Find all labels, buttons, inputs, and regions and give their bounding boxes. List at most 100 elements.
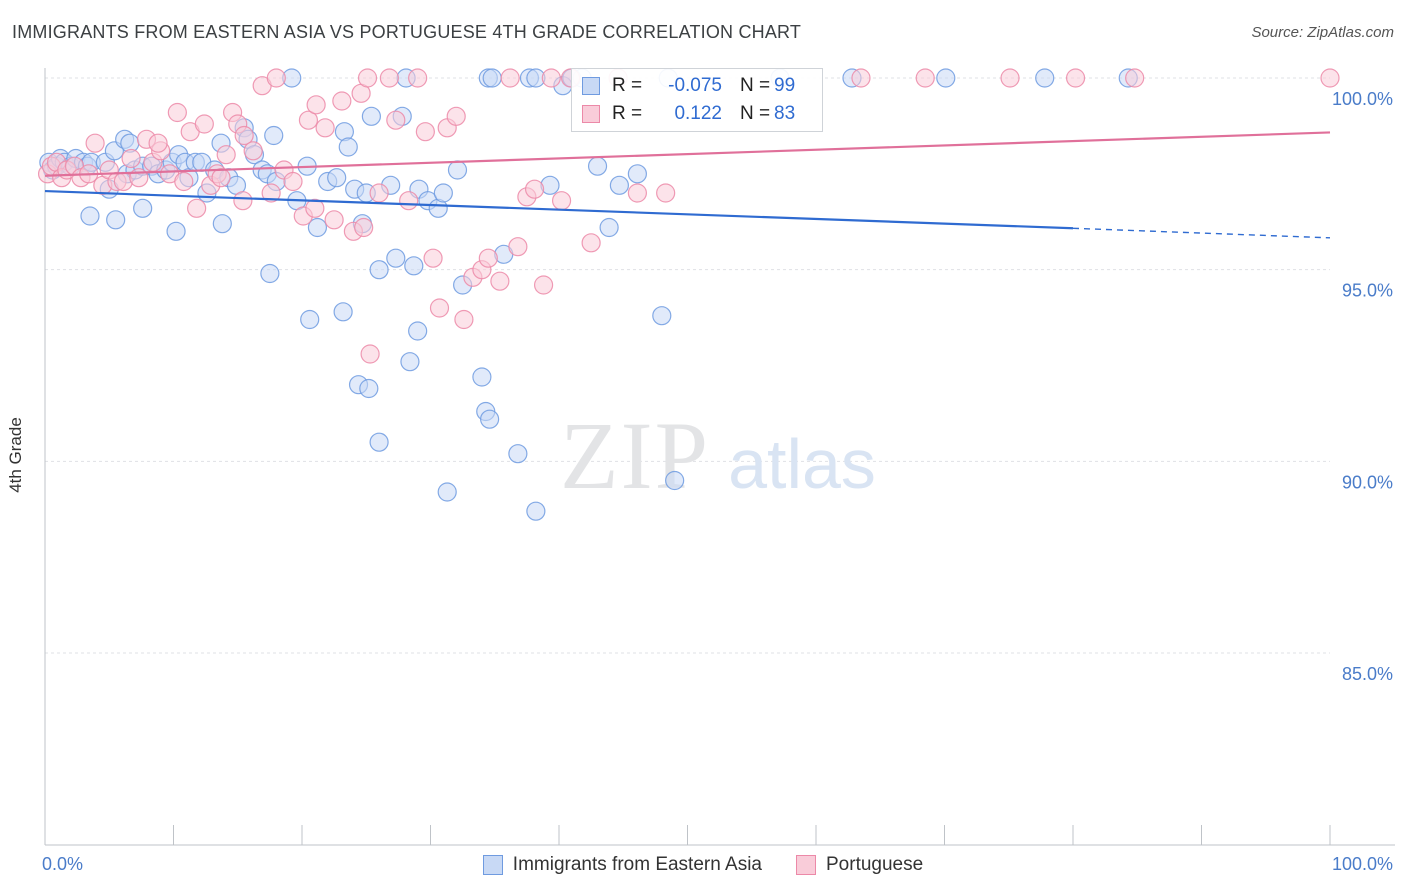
point-portuguese <box>423 248 443 268</box>
point-portuguese <box>243 141 263 161</box>
point-portuguese <box>627 183 647 203</box>
point-eastern-asia <box>609 175 629 195</box>
legend-swatch-eastern-asia <box>482 855 503 875</box>
point-portuguese <box>524 179 545 199</box>
point-portuguese <box>305 198 325 218</box>
point-portuguese <box>533 275 554 295</box>
point-portuguese <box>500 68 520 88</box>
point-portuguese <box>541 68 561 88</box>
trend-line-portuguese <box>44 131 1331 177</box>
point-portuguese <box>379 68 399 88</box>
point-portuguese <box>148 133 168 153</box>
point-eastern-asia <box>599 217 619 238</box>
point-portuguese <box>266 68 286 88</box>
point-eastern-asia <box>508 444 528 464</box>
point-portuguese <box>234 125 254 146</box>
stats-row-portuguese: R = 0.122 N = 83 <box>582 100 795 128</box>
x-tick-label: 0.0% <box>42 854 83 874</box>
point-portuguese <box>915 68 935 88</box>
point-eastern-asia <box>408 321 428 341</box>
y-tick-label: 95.0% <box>1342 281 1393 301</box>
point-eastern-asia <box>386 248 406 268</box>
legend-label: Immigrants from Eastern Asia <box>512 854 762 875</box>
point-eastern-asia <box>133 198 153 218</box>
point-portuguese <box>85 133 105 153</box>
trend-line-eastern-asia <box>44 189 1074 230</box>
point-eastern-asia <box>1035 68 1055 88</box>
trend-lines <box>44 131 1331 239</box>
point-portuguese <box>354 217 374 238</box>
point-eastern-asia <box>482 68 502 88</box>
y-tick-label: 85.0% <box>1342 664 1393 684</box>
point-eastern-asia <box>665 470 685 491</box>
point-eastern-asia <box>166 221 186 241</box>
tick-labels: 85.0% 90.0% 95.0% 100.0% 0.0% 100.0% <box>42 89 1393 874</box>
point-portuguese <box>357 68 378 88</box>
trend-line-eastern-asia-extension <box>1072 227 1331 239</box>
chart-title: IMMIGRANTS FROM EASTERN ASIA VS PORTUGUE… <box>12 22 802 42</box>
point-portuguese <box>399 191 419 211</box>
point-portuguese <box>360 344 380 364</box>
point-eastern-asia <box>80 206 100 226</box>
point-portuguese <box>216 145 236 165</box>
point-portuguese <box>298 110 319 130</box>
point-portuguese <box>446 106 466 126</box>
legend: Immigrants from Eastern Asia Portuguese <box>0 852 1406 878</box>
point-portuguese <box>581 233 601 253</box>
axes <box>44 68 1395 846</box>
stats-swatch-eastern-asia <box>582 77 600 95</box>
point-eastern-asia <box>369 260 389 280</box>
watermark-zip: ZIP <box>560 402 710 509</box>
y-tick-label: 100.0% <box>1332 89 1393 109</box>
point-portuguese <box>121 148 141 169</box>
point-eastern-asia <box>447 160 468 180</box>
point-eastern-asia <box>437 482 457 502</box>
point-eastern-asia <box>652 306 672 326</box>
stats-swatch-portuguese <box>582 105 600 123</box>
gridlines <box>45 77 1330 654</box>
point-eastern-asia <box>480 409 500 429</box>
n-value: 83 <box>774 103 796 124</box>
point-portuguese <box>261 183 281 203</box>
legend-item-eastern-asia[interactable]: Immigrants from Eastern Asia <box>482 854 762 876</box>
point-portuguese <box>490 271 510 291</box>
point-eastern-asia <box>359 378 379 399</box>
point-eastern-asia <box>936 68 956 88</box>
r-value: -0.075 <box>668 75 722 96</box>
point-eastern-asia <box>404 256 424 276</box>
r-value: 0.122 <box>674 103 722 124</box>
point-portuguese <box>369 183 389 203</box>
point-portuguese <box>656 183 676 203</box>
point-portuguese <box>1000 68 1020 88</box>
point-eastern-asia <box>212 214 232 234</box>
point-eastern-asia <box>327 168 347 188</box>
point-portuguese <box>233 191 253 211</box>
point-eastern-asia <box>627 164 647 184</box>
n-label: N = <box>740 75 771 96</box>
point-portuguese <box>324 210 344 230</box>
point-portuguese <box>386 110 406 130</box>
stats-row-eastern-asia: R = -0.075 N = 99 <box>582 72 795 100</box>
point-portuguese <box>408 68 428 88</box>
legend-swatch-portuguese <box>796 855 816 875</box>
point-portuguese <box>454 309 474 330</box>
stats-box: R = -0.075 N = 99 R = 0.122 N = 83 <box>571 68 823 132</box>
point-eastern-asia <box>361 106 381 126</box>
point-eastern-asia <box>433 183 453 203</box>
data-points <box>37 68 1340 521</box>
point-portuguese <box>1065 68 1086 88</box>
legend-item-portuguese[interactable]: Portuguese <box>796 854 923 876</box>
source-label: Source: ZipAtlas.com <box>1251 24 1394 41</box>
point-portuguese <box>478 248 498 268</box>
point-eastern-asia <box>338 137 358 157</box>
point-portuguese <box>211 168 231 188</box>
point-portuguese <box>429 298 450 318</box>
r-label: R = <box>612 75 643 96</box>
point-eastern-asia <box>587 156 608 176</box>
n-label: N = <box>740 103 771 124</box>
point-portuguese <box>187 198 207 218</box>
point-portuguese <box>167 102 187 123</box>
point-eastern-asia <box>307 217 328 238</box>
point-portuguese <box>415 122 435 142</box>
